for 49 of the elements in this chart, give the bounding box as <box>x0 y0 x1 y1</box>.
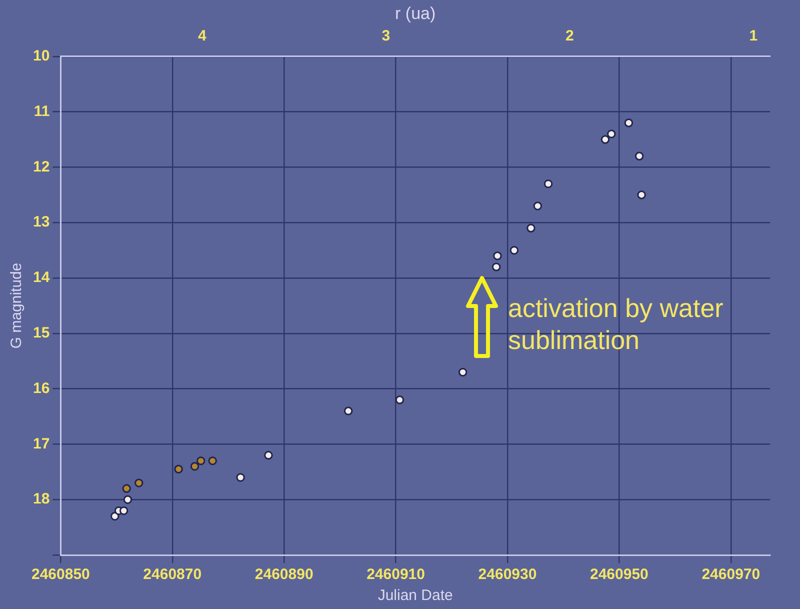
y-tick-label: 15 <box>32 324 50 342</box>
y-tick-label: 11 <box>34 102 50 120</box>
point <box>208 456 217 466</box>
point <box>174 464 183 474</box>
point <box>395 396 404 404</box>
point <box>236 473 245 482</box>
x-axis-title: Julian Date <box>378 587 453 604</box>
point <box>526 224 536 232</box>
point <box>634 152 644 160</box>
point <box>134 478 144 488</box>
y-tick-label: 13 <box>32 214 50 231</box>
x2-axis-title: r (ua) <box>395 4 436 23</box>
point <box>190 462 200 471</box>
y-tick-label: 17 <box>32 435 50 452</box>
point <box>544 179 553 188</box>
x-tick-label: 2460870 <box>143 566 202 584</box>
x2-tick-label: 1 <box>749 28 758 45</box>
y-axis-title: G magnitude <box>8 262 26 349</box>
annotation: activation by water sublimation <box>508 292 724 356</box>
y-tick-label: 16 <box>32 380 50 397</box>
x-tick-label: 2460910 <box>366 566 425 584</box>
point <box>607 130 616 138</box>
y-tick-label: 14 <box>32 269 50 286</box>
point <box>600 135 610 144</box>
point <box>510 246 519 255</box>
x-tick-label: 2460850 <box>31 566 90 584</box>
point <box>196 456 206 466</box>
y-tick-label: 10 <box>32 48 50 65</box>
point <box>122 484 131 493</box>
point <box>637 190 646 200</box>
y-tick-label: 12 <box>32 158 50 176</box>
point <box>264 450 273 460</box>
x2-tick-label: 2 <box>566 28 574 45</box>
point <box>123 495 132 504</box>
y-tick-label: 18 <box>32 490 50 508</box>
x-tick-label: 2460930 <box>478 566 537 584</box>
point <box>624 118 634 128</box>
x-tick-label: 2460890 <box>254 566 314 584</box>
point <box>119 506 128 516</box>
x2-tick-label: 4 <box>198 28 208 45</box>
point <box>344 406 353 416</box>
x-tick-label: 2460950 <box>590 566 648 584</box>
point <box>493 251 502 260</box>
point <box>110 512 120 521</box>
x2-tick-label: 3 <box>382 28 390 45</box>
point <box>458 368 468 377</box>
x-tick-label: 2460970 <box>702 566 760 584</box>
point <box>533 202 542 210</box>
point <box>492 262 501 272</box>
